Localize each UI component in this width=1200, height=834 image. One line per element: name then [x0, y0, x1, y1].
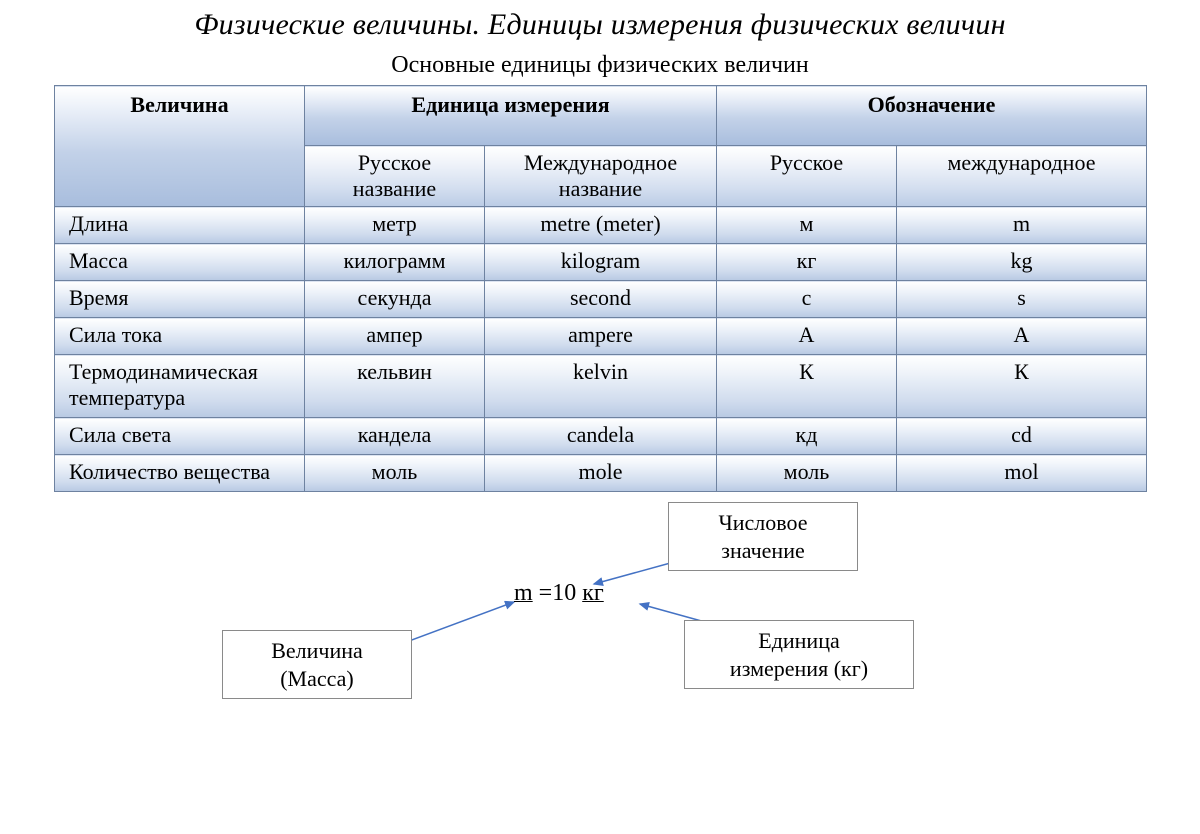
cell-ru-name: кандела [305, 418, 485, 455]
box-quantity: Величина (Масса) [222, 630, 412, 699]
cell-intl-name: second [485, 281, 717, 318]
cell-quantity: Масса [55, 244, 305, 281]
diagram-arrows [54, 502, 1146, 712]
box-unit-line1: Единица [699, 627, 899, 655]
cell-quantity: Время [55, 281, 305, 318]
box-value: Числовое значение [668, 502, 858, 571]
th-ru-sym: Русское [717, 146, 897, 207]
cell-intl-sym: kg [897, 244, 1147, 281]
cell-intl-name: mole [485, 455, 717, 492]
cell-ru-sym: А [717, 318, 897, 355]
formula-eq: =10 [533, 580, 583, 606]
table-row: Сила токаамперampereАA [55, 318, 1147, 355]
th-intl-name: Международное название [485, 146, 717, 207]
th-intl-sym: международное [897, 146, 1147, 207]
box-value-line2: значение [683, 537, 843, 565]
box-unit-line2: измерения (кг) [699, 655, 899, 683]
cell-ru-name: килограмм [305, 244, 485, 281]
box-unit: Единица измерения (кг) [684, 620, 914, 689]
cell-intl-sym: К [897, 355, 1147, 418]
table-row: Термодинамическая температуракельвинkelv… [55, 355, 1147, 418]
cell-ru-sym: кг [717, 244, 897, 281]
box-quantity-line2: (Масса) [237, 665, 397, 693]
cell-ru-name: моль [305, 455, 485, 492]
table-row: Сила светаканделаcandelaкдcd [55, 418, 1147, 455]
arrow [594, 562, 674, 584]
th-quantity: Величина [55, 86, 305, 207]
cell-intl-name: kelvin [485, 355, 717, 418]
cell-ru-sym: м [717, 207, 897, 244]
cell-intl-sym: m [897, 207, 1147, 244]
cell-intl-name: kilogram [485, 244, 717, 281]
cell-ru-name: секунда [305, 281, 485, 318]
formula: m =10 кг [514, 580, 604, 607]
cell-quantity: Длина [55, 207, 305, 244]
cell-ru-name: метр [305, 207, 485, 244]
cell-ru-sym: моль [717, 455, 897, 492]
cell-quantity: Сила тока [55, 318, 305, 355]
cell-intl-name: candela [485, 418, 717, 455]
cell-ru-sym: кд [717, 418, 897, 455]
th-unit: Единица измерения [305, 86, 717, 146]
units-table: Величина Единица измерения Обозначение Р… [54, 85, 1147, 492]
units-table-wrap: Величина Единица измерения Обозначение Р… [54, 85, 1146, 492]
cell-ru-sym: К [717, 355, 897, 418]
cell-quantity: Термодинамическая температура [55, 355, 305, 418]
cell-intl-name: ampere [485, 318, 717, 355]
cell-intl-sym: s [897, 281, 1147, 318]
table-subtitle: Основные единицы физических величин [0, 52, 1200, 79]
cell-intl-sym: mol [897, 455, 1147, 492]
cell-ru-sym: с [717, 281, 897, 318]
formula-symbol: m [514, 580, 533, 606]
cell-quantity: Сила света [55, 418, 305, 455]
cell-intl-name: metre (meter) [485, 207, 717, 244]
page-title: Физические величины. Единицы измерения ф… [0, 0, 1200, 42]
cell-intl-sym: A [897, 318, 1147, 355]
table-row: Длинаметрmetre (meter)мm [55, 207, 1147, 244]
table-row: Массакилограммkilogramкгkg [55, 244, 1147, 281]
formula-unit: кг [582, 580, 604, 606]
cell-quantity: Количество вещества [55, 455, 305, 492]
table-row: Времясекундаsecondсs [55, 281, 1147, 318]
th-ru-name: Русское название [305, 146, 485, 207]
box-quantity-line1: Величина [237, 637, 397, 665]
cell-intl-sym: cd [897, 418, 1147, 455]
cell-ru-name: ампер [305, 318, 485, 355]
box-value-line1: Числовое [683, 509, 843, 537]
formula-diagram: m =10 кг Величина (Масса) Числовое значе… [54, 502, 1146, 712]
th-symbol: Обозначение [717, 86, 1147, 146]
cell-ru-name: кельвин [305, 355, 485, 418]
table-row: Количество веществамольmoleмольmol [55, 455, 1147, 492]
